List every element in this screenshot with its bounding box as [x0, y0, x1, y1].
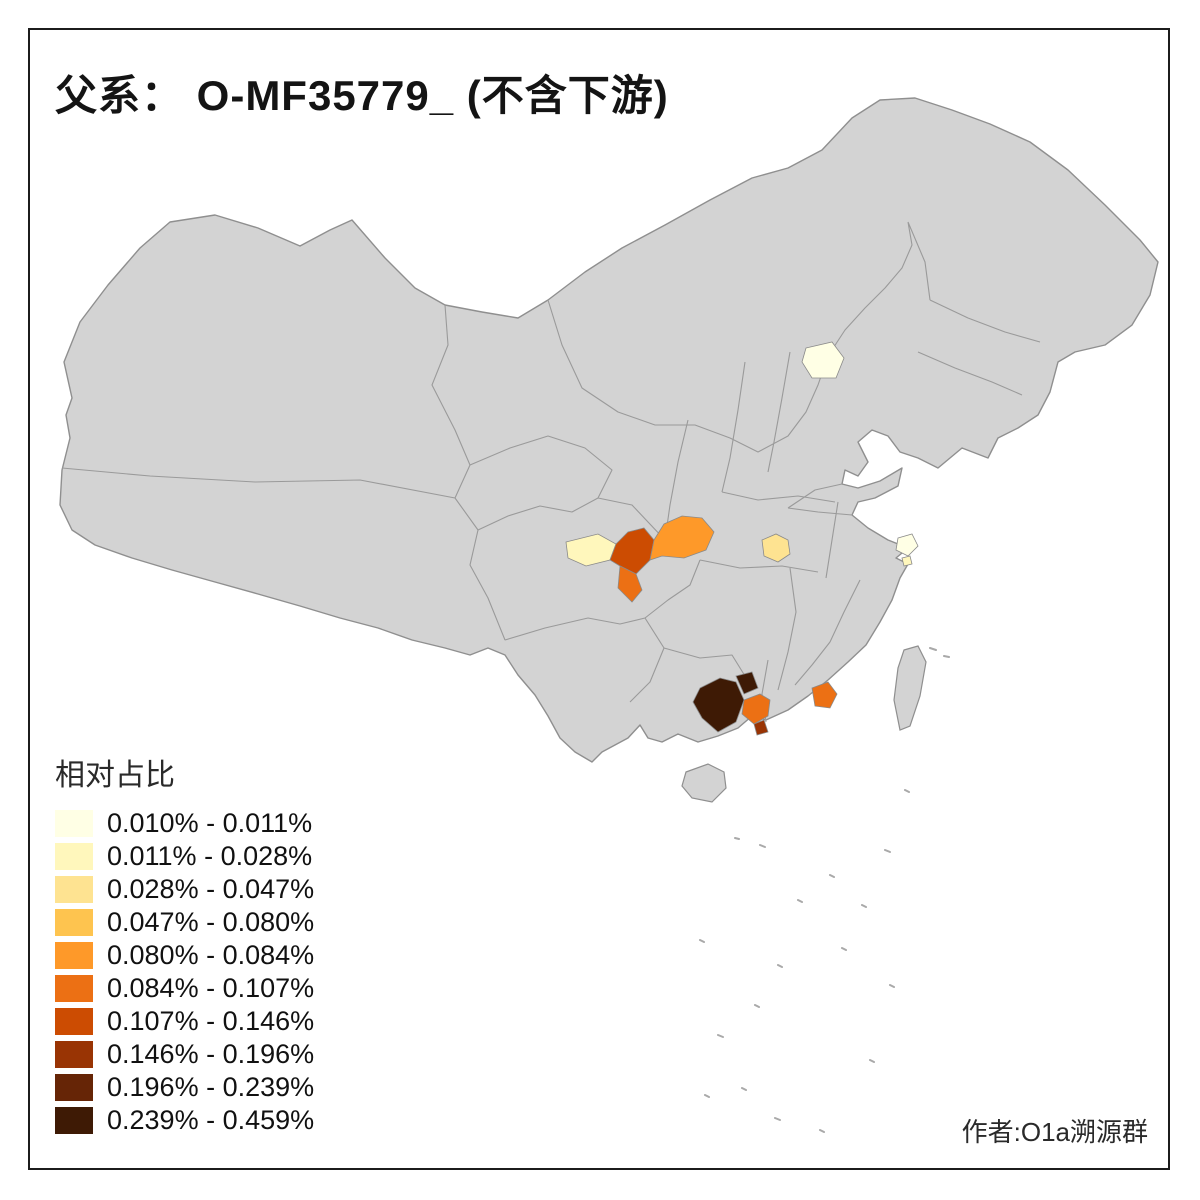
legend-label: 0.107% - 0.146%: [107, 1006, 315, 1036]
prefecture-region-guangdong: [811, 681, 838, 709]
legend-label: 0.146% - 0.196%: [107, 1039, 315, 1069]
legend-item: 0.080% - 0.084%: [55, 940, 385, 970]
prefecture-region-sichuan-south: [617, 565, 643, 603]
legend-item: 0.239% - 0.459%: [55, 1105, 385, 1135]
legend-label: 0.196% - 0.239%: [107, 1072, 315, 1102]
legend-swatch: [55, 876, 93, 903]
legend-item: 0.010% - 0.011%: [55, 808, 385, 838]
taiwan-island: [893, 645, 927, 731]
prefecture-region-hunan: [761, 533, 791, 563]
legend-swatch: [55, 942, 93, 969]
legend-swatch: [55, 810, 93, 837]
legend-label: 0.010% - 0.011%: [107, 808, 313, 838]
legend-item: 0.084% - 0.107%: [55, 973, 385, 1003]
legend-item: 0.047% - 0.080%: [55, 907, 385, 937]
sea-islands: [699, 647, 950, 1133]
legend-item: 0.107% - 0.146%: [55, 1006, 385, 1036]
page-title: 父系： O-MF35779_ (不含下游): [55, 72, 669, 119]
legend-item: 0.146% - 0.196%: [55, 1039, 385, 1069]
province-borders: [61, 221, 1041, 723]
prefecture-region-guangxi-ne: [735, 671, 759, 695]
prefecture-region-beijing: [801, 341, 845, 379]
prefecture-region-chongqing: [649, 515, 715, 561]
prefecture-region-shanghai-south: [901, 555, 913, 567]
prefecture-region-coastal: [753, 719, 769, 736]
author-credit: 作者:O1a溯源群: [961, 1117, 1148, 1147]
prefecture-region-guangxi-main: [692, 677, 745, 733]
legend-item: 0.011% - 0.028%: [55, 841, 385, 871]
legend-label: 0.080% - 0.084%: [107, 940, 315, 970]
legend-label: 0.011% - 0.028%: [107, 841, 313, 871]
hainan-island: [681, 763, 727, 803]
legend-swatch: [55, 1074, 93, 1101]
legend-item: 0.028% - 0.047%: [55, 874, 385, 904]
legend-label: 0.047% - 0.080%: [107, 907, 315, 937]
legend-swatch: [55, 843, 93, 870]
legend-swatch: [55, 1107, 93, 1134]
legend-item: 0.196% - 0.239%: [55, 1072, 385, 1102]
legend-swatch: [55, 909, 93, 936]
legend-swatch: [55, 975, 93, 1002]
prefecture-region-wuzhou: [741, 693, 771, 725]
legend-swatch: [55, 1008, 93, 1035]
legend-label: 0.084% - 0.107%: [107, 973, 315, 1003]
mainland-region: [59, 97, 1159, 763]
legend: 相对占比 0.010% - 0.011% 0.011% - 0.028% 0.0…: [55, 750, 385, 1140]
legend-label: 0.239% - 0.459%: [107, 1105, 315, 1135]
legend-swatch: [55, 1041, 93, 1068]
legend-label: 0.028% - 0.047%: [107, 874, 315, 904]
prefecture-region-shanghai: [895, 533, 919, 557]
legend-title: 相对占比: [55, 759, 175, 792]
